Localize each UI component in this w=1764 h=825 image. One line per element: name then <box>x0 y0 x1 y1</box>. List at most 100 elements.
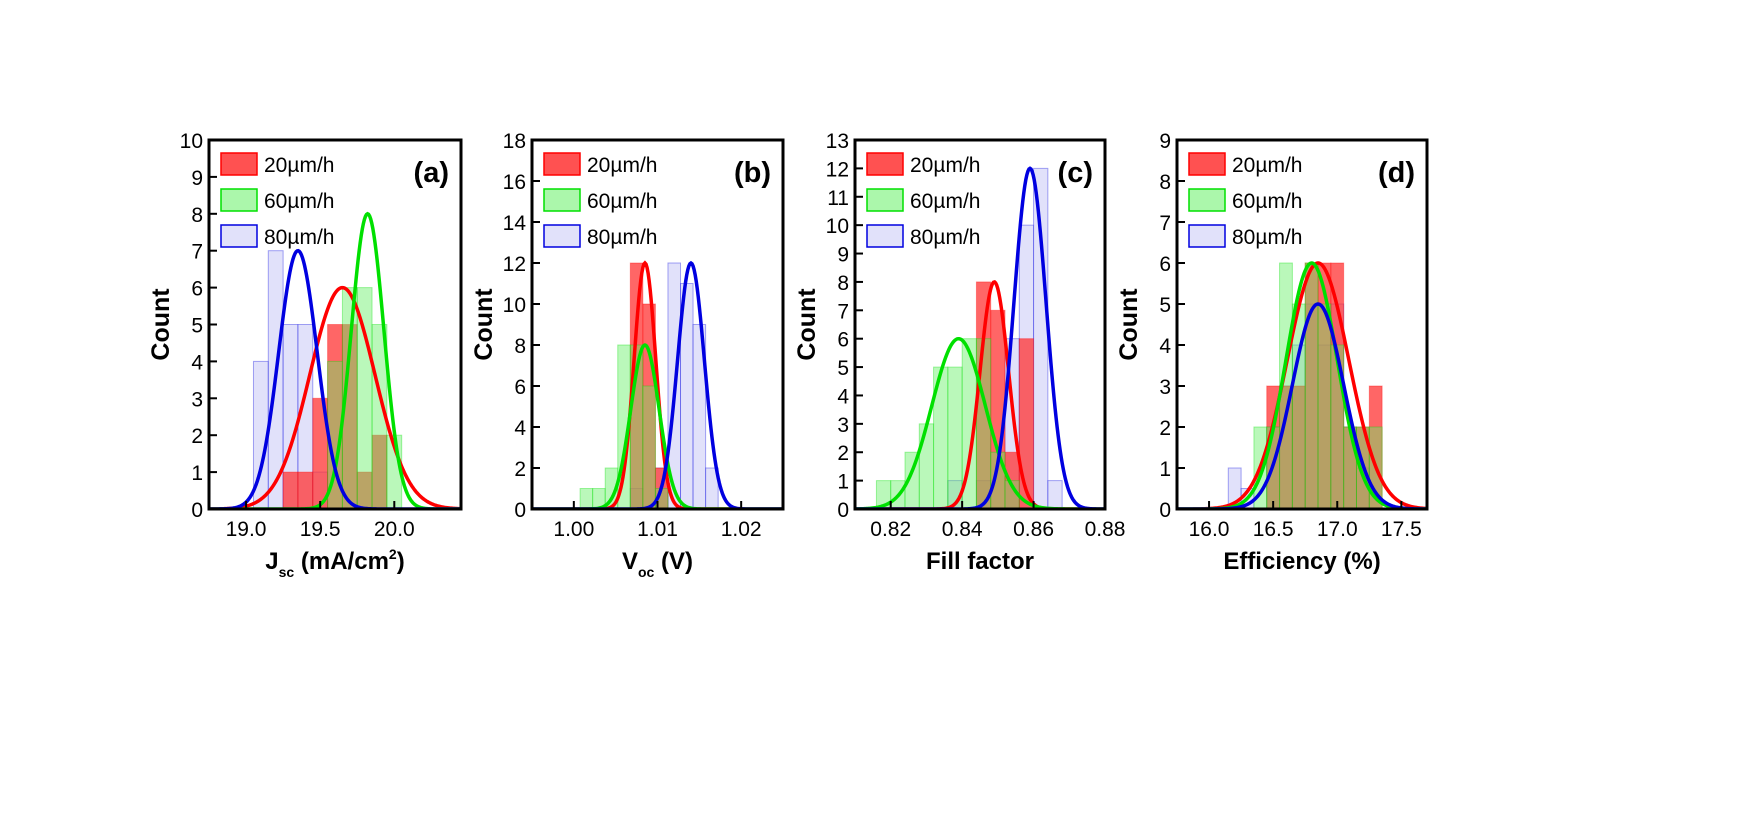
fit-curve <box>532 260 783 509</box>
histogram-bar <box>961 338 977 509</box>
histogram-bar <box>642 385 656 509</box>
panel-label: (b) <box>734 157 771 189</box>
y-tick-label: 13 <box>826 130 849 153</box>
y-tick-label: 3 <box>837 414 849 437</box>
legend-label: 60µm/h <box>1232 190 1302 213</box>
x-tick-label: 20.0 <box>374 518 415 541</box>
y-tick-label: 5 <box>191 315 203 338</box>
y-tick-label: 1 <box>837 471 849 494</box>
y-tick-label: 12 <box>503 253 526 276</box>
fit-curve <box>209 248 461 509</box>
histogram-bar <box>282 471 299 509</box>
panel-label: (d) <box>1378 157 1415 189</box>
x-tick-label: 0.84 <box>942 518 983 541</box>
y-tick-label: 2 <box>837 442 849 465</box>
histogram-bar <box>642 303 656 509</box>
y-tick-label: 4 <box>837 385 849 408</box>
y-tick-label: 5 <box>1159 294 1171 317</box>
x-axis-title: Fill factor <box>926 548 1034 575</box>
y-tick-label: 2 <box>1159 417 1171 440</box>
histogram-bar <box>947 366 963 509</box>
panel-label: (c) <box>1058 157 1093 189</box>
plot-area <box>209 211 461 509</box>
y-tick-label: 9 <box>837 244 849 267</box>
y-tick-label: 7 <box>1159 212 1171 235</box>
y-tick-label: 1 <box>191 462 203 485</box>
histogram-bar <box>1317 303 1332 509</box>
y-tick-label: 6 <box>514 376 526 399</box>
x-tick-label: 16.5 <box>1253 518 1294 541</box>
histogram-bar <box>592 488 606 509</box>
histogram-bar <box>1018 338 1035 509</box>
fit-curve <box>855 280 1105 509</box>
panel-label: (a) <box>414 157 449 189</box>
y-tick-label: 10 <box>180 130 203 153</box>
legend-swatch <box>220 224 258 248</box>
x-tick-label: 19.0 <box>226 518 267 541</box>
y-tick-label: 0 <box>837 499 849 522</box>
y-tick-label: 6 <box>191 278 203 301</box>
legend-label: 20µm/h <box>264 154 334 177</box>
x-tick-label: 19.5 <box>300 518 341 541</box>
legend-swatch <box>220 152 258 176</box>
y-tick-label: 12 <box>826 158 849 181</box>
y-tick-label: 9 <box>1159 130 1171 153</box>
x-tick-label: 1.01 <box>637 518 678 541</box>
y-tick-label: 4 <box>514 417 526 440</box>
fit-curve <box>855 166 1105 509</box>
x-tick-label: 17.0 <box>1317 518 1358 541</box>
y-tick-label: 3 <box>1159 376 1171 399</box>
plot-area <box>855 166 1105 509</box>
fit-curve <box>532 343 783 509</box>
plot-frame <box>853 138 1107 511</box>
legend-label: 20µm/h <box>1232 154 1302 177</box>
legend-swatch <box>543 152 581 176</box>
legend-label: 80µm/h <box>587 226 657 249</box>
x-tick-label: 0.88 <box>1085 518 1126 541</box>
x-axis-title: Voc (V) <box>622 548 693 580</box>
y-tick-label: 9 <box>191 167 203 190</box>
y-tick-label: 4 <box>1159 335 1171 358</box>
y-axis-title: Count <box>1115 288 1143 361</box>
histogram-bar <box>692 324 707 509</box>
histogram-bar <box>341 287 358 509</box>
legend-swatch <box>1188 188 1226 212</box>
legend-label: 60µm/h <box>264 190 334 213</box>
y-tick-label: 10 <box>503 294 526 317</box>
plot-area <box>532 260 783 509</box>
y-tick-label: 8 <box>191 204 203 227</box>
legend-swatch <box>1188 152 1226 176</box>
histogram-bar <box>1304 262 1319 509</box>
legend-label: 20µm/h <box>587 154 657 177</box>
y-tick-label: 16 <box>503 171 526 194</box>
histogram-bar <box>875 480 892 509</box>
legend-swatch <box>1188 224 1226 248</box>
histogram-bar <box>705 467 719 509</box>
y-tick-label: 18 <box>503 130 526 153</box>
chart-panel: 0 2 4 6 8 10 12 14 16 18 1.00 1.01 1.02 Count Voc (V) 2… <box>470 130 785 580</box>
legend-swatch <box>866 224 904 248</box>
y-tick-label: 8 <box>514 335 526 358</box>
y-tick-label: 0 <box>514 499 526 522</box>
histogram-bar <box>1047 480 1063 509</box>
histogram-bar <box>579 488 594 509</box>
legend-label: 80µm/h <box>264 226 334 249</box>
legend-label: 60µm/h <box>910 190 980 213</box>
x-tick-label: 1.00 <box>553 518 594 541</box>
y-tick-label: 8 <box>1159 171 1171 194</box>
plot-area <box>1177 261 1427 509</box>
y-tick-label: 6 <box>837 329 849 352</box>
legend-label: 80µm/h <box>1232 226 1302 249</box>
y-tick-label: 4 <box>191 351 203 374</box>
y-axis-title: Count <box>793 288 821 361</box>
plot-frame <box>1175 138 1429 511</box>
x-tick-label: 0.82 <box>870 518 911 541</box>
legend-swatch <box>866 188 904 212</box>
legend-label: 80µm/h <box>910 226 980 249</box>
y-axis-title: Count <box>147 288 175 361</box>
legend-label: 60µm/h <box>587 190 657 213</box>
x-tick-label: 16.0 <box>1189 518 1230 541</box>
y-tick-label: 0 <box>1159 499 1171 522</box>
